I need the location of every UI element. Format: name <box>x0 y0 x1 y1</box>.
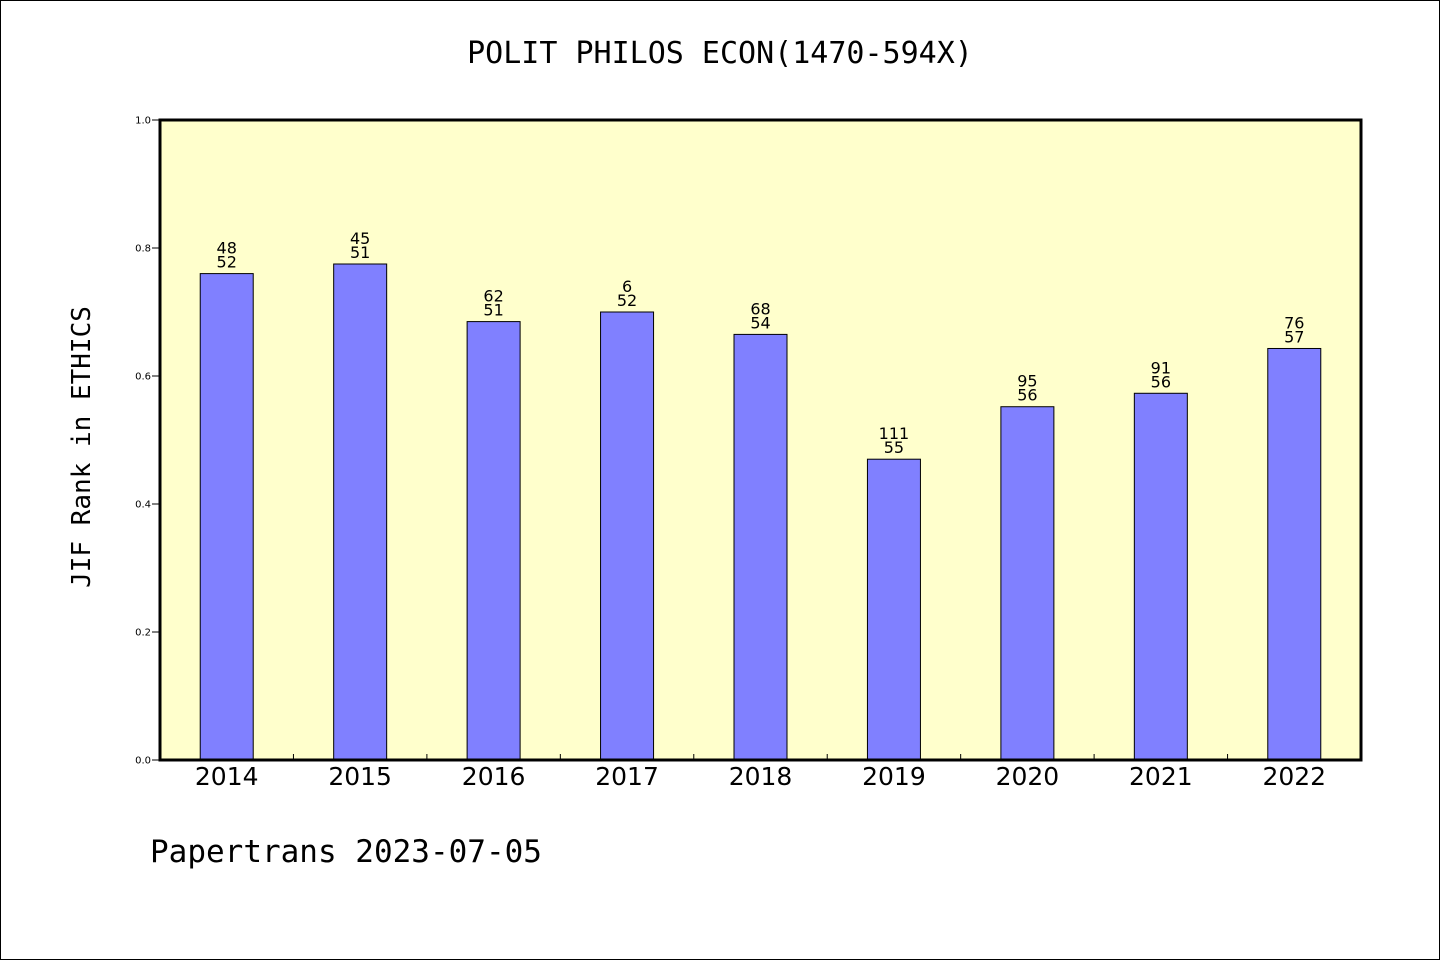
bar-2015 <box>333 263 388 761</box>
x-tick-label-2015: 2015 <box>328 762 392 791</box>
y-tick-label: 0.4 <box>135 500 151 511</box>
footer-credit: Papertrans 2023-07-05 <box>150 834 542 870</box>
y-tick-label: 1.0 <box>135 116 151 127</box>
total-label-2022: 57 <box>1284 327 1304 346</box>
total-label-2019: 55 <box>884 438 904 457</box>
x-tick-label-2017: 2017 <box>595 762 659 791</box>
rank-label-2019: 111 <box>879 424 910 443</box>
x-tick-label-2021: 2021 <box>1129 762 1193 791</box>
x-tick-label-2016: 2016 <box>462 762 526 791</box>
x-tick-label-2014: 2014 <box>195 762 259 791</box>
y-tick-label: 0.2 <box>135 628 151 639</box>
bar-2016 <box>466 321 521 761</box>
rank-label-2022: 76 <box>1284 313 1304 332</box>
total-label-2018: 54 <box>750 313 770 332</box>
bar-2020 <box>1000 406 1055 761</box>
rank-label-2015: 45 <box>350 229 370 248</box>
bar-2021 <box>1133 392 1188 761</box>
total-label-2020: 56 <box>1017 386 1037 405</box>
x-tick-label-2020: 2020 <box>996 762 1060 791</box>
rank-label-2018: 68 <box>750 299 770 318</box>
rank-label-2014: 48 <box>217 239 237 258</box>
bar-2014 <box>199 273 254 761</box>
bar-2022 <box>1267 347 1322 761</box>
x-axis: 2014 2015 2016 2017 2018 2019 2020 2021 2022 <box>195 754 1326 791</box>
plot-border <box>158 118 1363 762</box>
bar-2017 <box>600 311 655 761</box>
bars <box>199 263 1322 761</box>
total-label-2015: 51 <box>350 243 370 262</box>
x-tick-label-2022: 2022 <box>1262 762 1326 791</box>
total-label-2014: 52 <box>217 253 237 272</box>
rank-label-2017: 6 <box>622 277 632 296</box>
bar-2019 <box>866 458 921 761</box>
total-label-2021: 56 <box>1151 372 1171 391</box>
rank-label-2021: 91 <box>1151 358 1171 377</box>
y-axis-label: JIF Rank in ETHICS <box>67 306 97 588</box>
y-axis: 0.0 0.2 0.4 0.6 0.8 1.0 <box>135 116 160 767</box>
y-tick-label: 0.6 <box>135 372 151 383</box>
x-tick-label-2019: 2019 <box>862 762 926 791</box>
chart-title: POLIT PHILOS ECON(1470-594X) <box>467 36 973 71</box>
y-tick-label: 0.8 <box>135 244 151 255</box>
rank-label-2020: 95 <box>1017 372 1037 391</box>
total-label-2017: 52 <box>617 291 637 310</box>
y-tick-label: 0.0 <box>135 756 151 767</box>
rank-label-2016: 62 <box>483 287 503 306</box>
bar-2018 <box>733 333 788 761</box>
total-label-2016: 51 <box>483 301 503 320</box>
x-tick-label-2018: 2018 <box>729 762 793 791</box>
